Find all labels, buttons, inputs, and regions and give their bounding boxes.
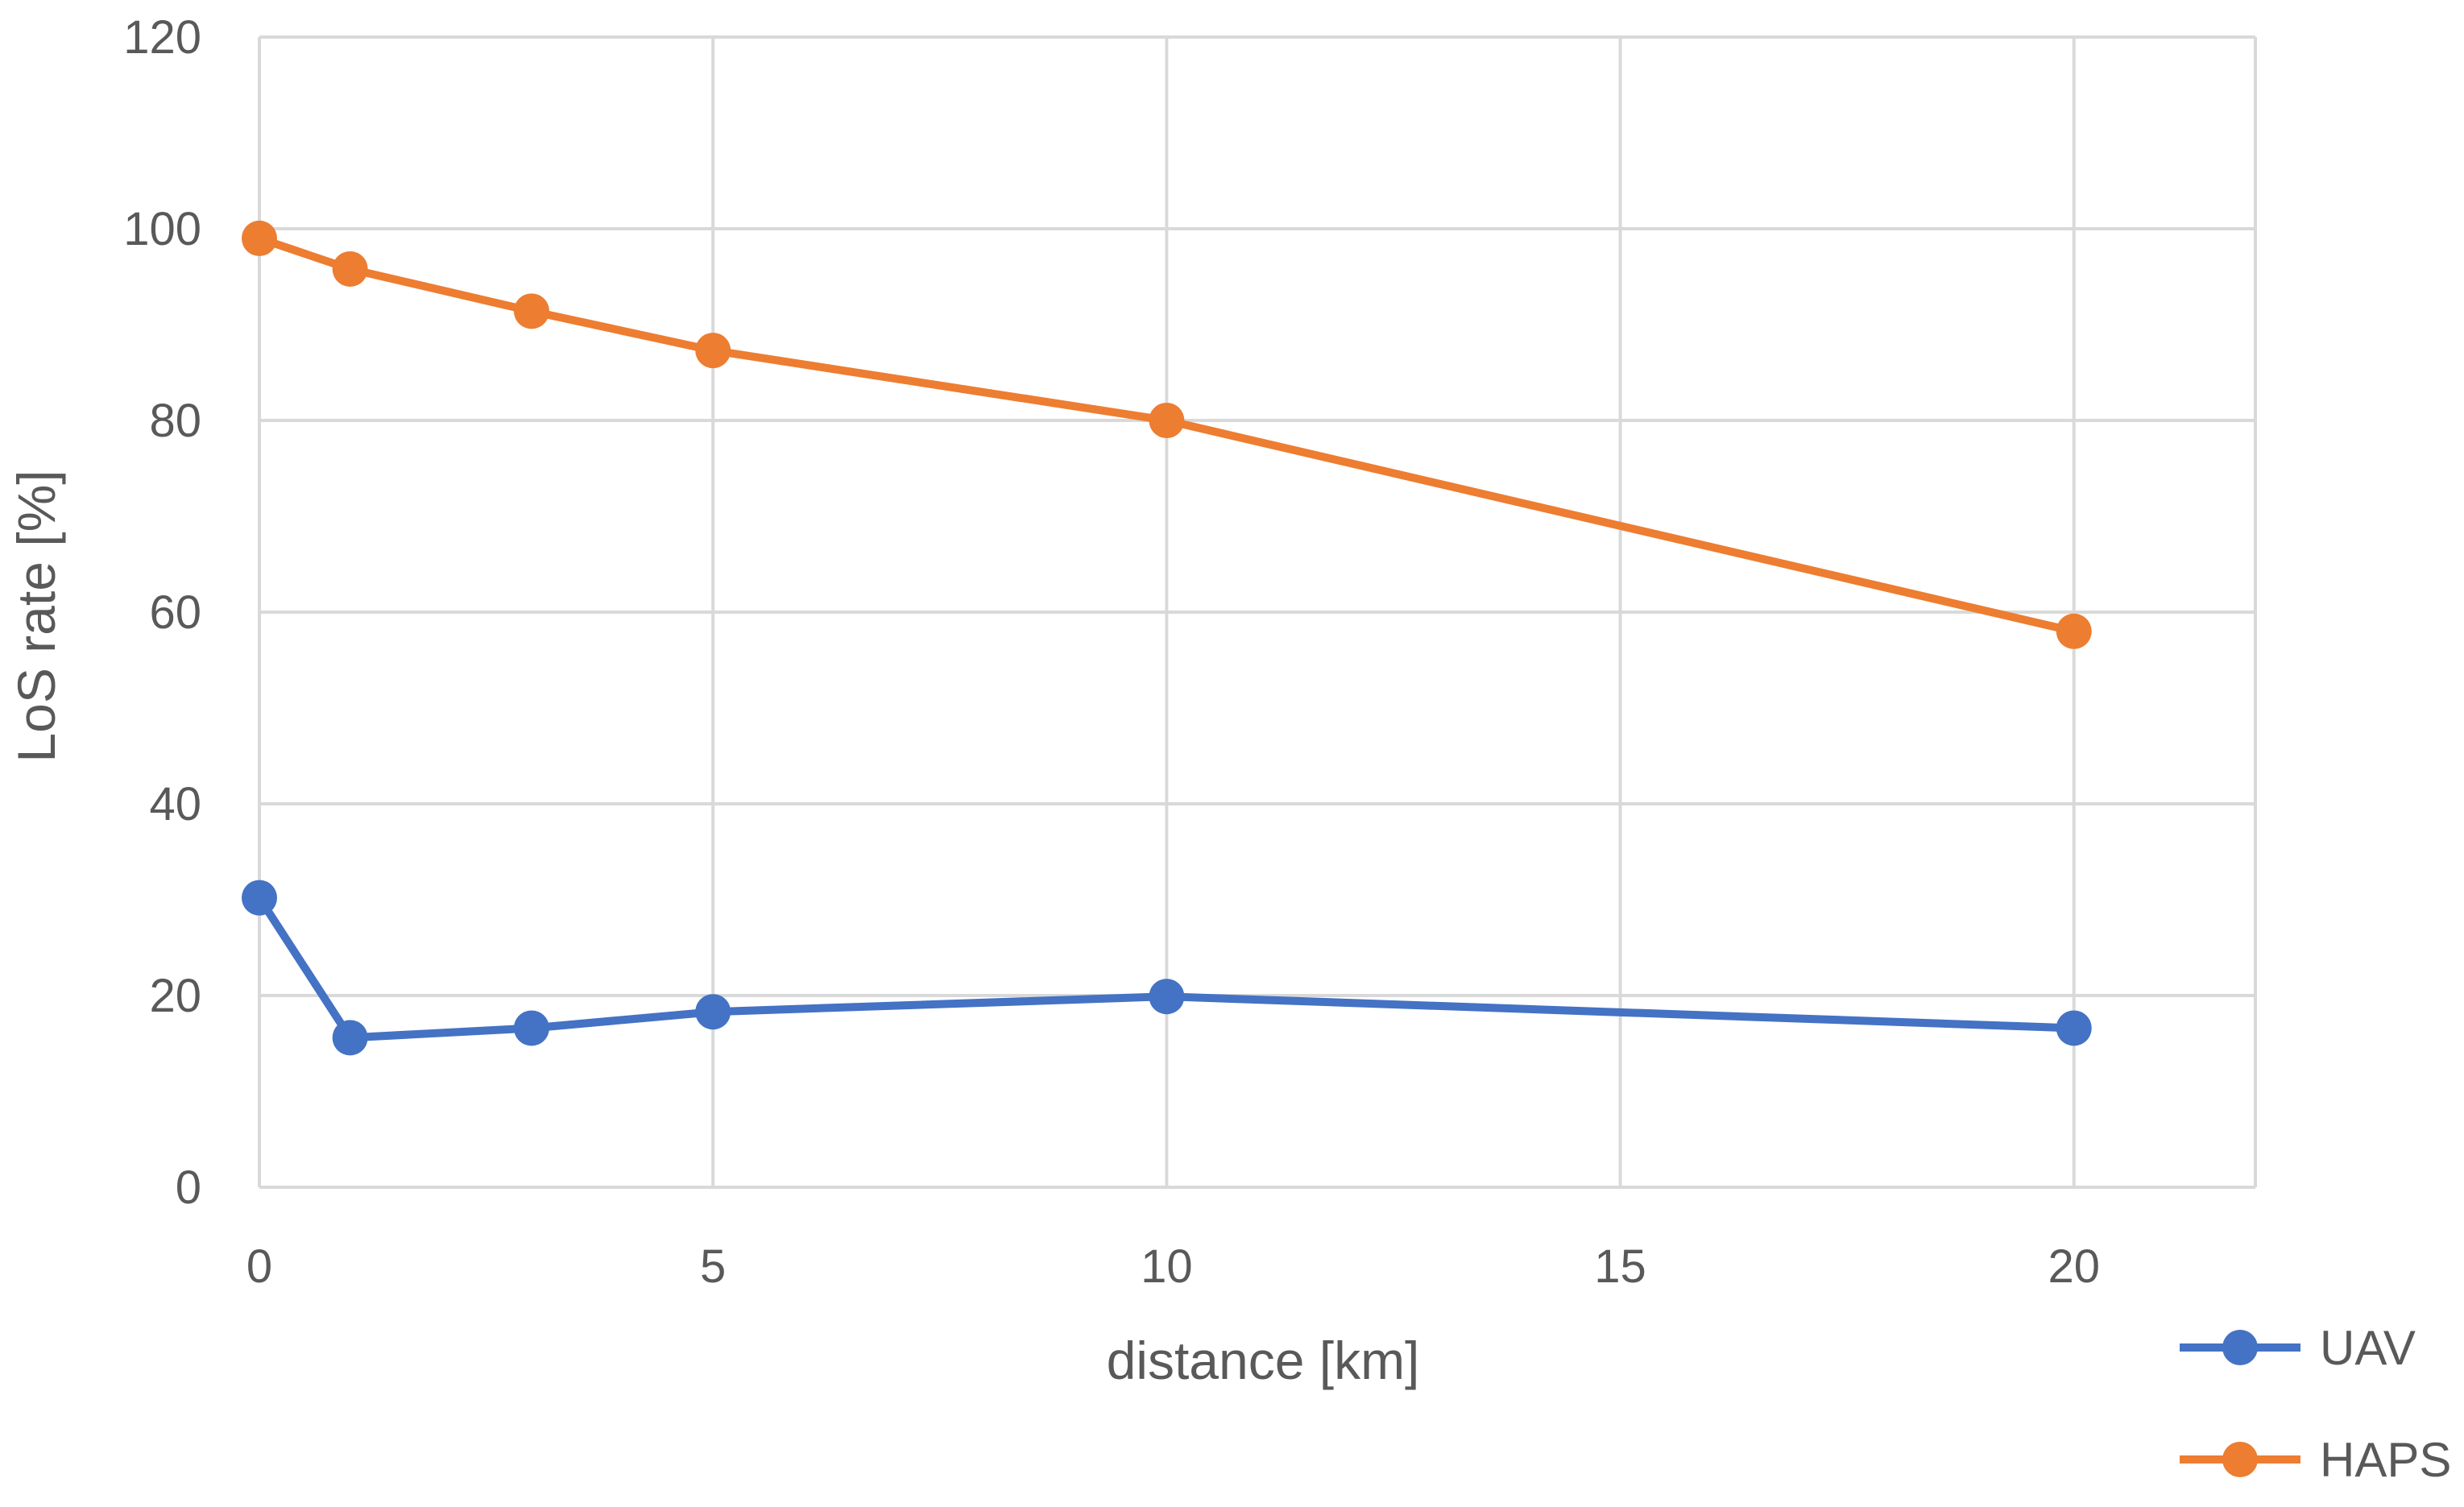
y-tick-label: 60 — [149, 586, 201, 639]
data-point — [332, 1020, 368, 1056]
y-axis-title: LoS rate [%] — [6, 470, 66, 762]
data-point — [1149, 979, 1185, 1015]
data-point — [513, 293, 549, 329]
x-tick-label: 5 — [700, 1240, 726, 1293]
series-layer — [242, 220, 2092, 1056]
data-point — [332, 250, 368, 287]
y-tick-label: 0 — [176, 1161, 201, 1214]
legend: UAV HAPS — [2180, 1321, 2451, 1487]
data-point — [242, 220, 277, 256]
series-line — [255, 893, 2078, 1042]
legend-label: HAPS — [2320, 1433, 2451, 1487]
x-tick-label: 0 — [246, 1240, 272, 1293]
y-tick-label: 40 — [149, 778, 201, 830]
y-tick-label: 100 — [123, 203, 201, 255]
data-point — [2056, 1010, 2092, 1046]
x-tick-label: 10 — [1141, 1240, 1193, 1293]
data-point — [2056, 613, 2092, 649]
y-tick-label: 80 — [149, 395, 201, 447]
x-tick-label: 15 — [1594, 1240, 1646, 1293]
series-haps — [242, 220, 2092, 649]
data-point — [242, 880, 277, 916]
data-point — [695, 994, 731, 1030]
series-uav — [242, 880, 2092, 1056]
x-axis-title: distance [km] — [1107, 1331, 1420, 1390]
legend-item: HAPS — [2180, 1433, 2451, 1487]
legend-marker — [2222, 1442, 2258, 1477]
data-point — [513, 1010, 549, 1046]
legend-label: UAV — [2320, 1321, 2416, 1375]
x-tick-label: 20 — [2048, 1240, 2100, 1293]
data-point — [1149, 403, 1185, 438]
legend-marker — [2222, 1330, 2258, 1365]
y-tick-label: 20 — [149, 970, 201, 1022]
tick-labels: 0 20 40 60 80 100 120 0 5 10 15 20 — [123, 11, 2100, 1293]
y-tick-label: 120 — [123, 11, 201, 64]
legend-item: UAV — [2180, 1321, 2416, 1375]
data-point — [695, 333, 731, 369]
grid — [258, 35, 2257, 1189]
